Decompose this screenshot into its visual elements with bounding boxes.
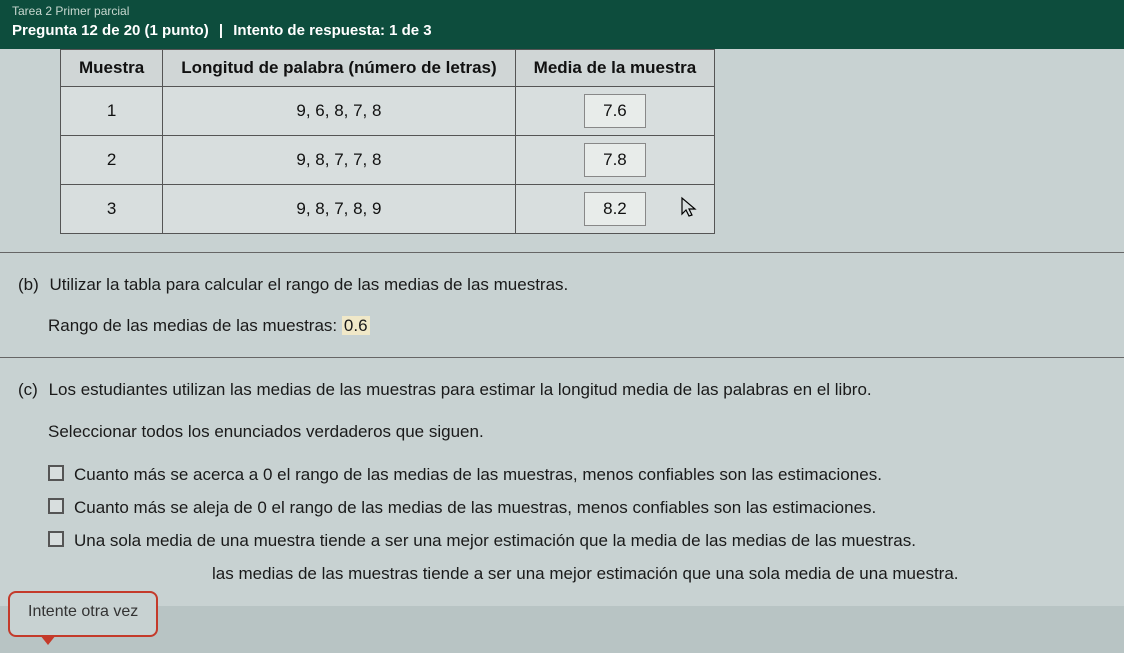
cell-lengths: 9, 8, 7, 7, 8 (163, 136, 515, 185)
divider: | (219, 22, 223, 39)
table-header-row: Muestra Longitud de palabra (número de l… (61, 50, 715, 87)
cell-sample: 2 (61, 136, 163, 185)
part-b-prefix: (b) (18, 275, 39, 294)
cell-mean: 8.2 (515, 185, 715, 234)
assignment-title: Tarea 2 Primer parcial (12, 4, 1112, 18)
part-b-prompt: Utilizar la tabla para calcular el rango… (50, 275, 569, 294)
question-info: Pregunta 12 de 20 (1 punto) | Intento de… (12, 22, 1112, 39)
content-area: Muestra Longitud de palabra (número de l… (0, 49, 1124, 606)
cell-lengths: 9, 6, 8, 7, 8 (163, 87, 515, 136)
part-b-answer-label: Rango de las medias de las muestras: (48, 316, 337, 335)
table-row: 3 9, 8, 7, 8, 9 8.2 (61, 185, 715, 234)
col-media: Media de la muestra (515, 50, 715, 87)
part-c-instruction: Seleccionar todos los enunciados verdade… (48, 418, 1102, 445)
mean-input[interactable]: 7.6 (584, 94, 646, 128)
checkbox[interactable] (48, 465, 64, 481)
option-text: Cuanto más se acerca a 0 el rango de las… (74, 461, 882, 488)
feedback-bubble: Intente otra vez (8, 591, 158, 637)
option-row[interactable]: Cuanto más se aleja de 0 el rango de las… (48, 494, 1102, 521)
checkbox[interactable] (48, 498, 64, 514)
cell-mean: 7.8 (515, 136, 715, 185)
part-c-prefix: (c) (18, 380, 38, 399)
table-row: 1 9, 6, 8, 7, 8 7.6 (61, 87, 715, 136)
option-row[interactable]: Cuanto más se acerca a 0 el rango de las… (48, 461, 1102, 488)
mean-input[interactable]: 8.2 (584, 192, 646, 226)
part-b-answer-line: Rango de las medias de las muestras: 0.6 (48, 312, 1102, 339)
part-b-answer-value[interactable]: 0.6 (342, 316, 370, 335)
question-number: Pregunta 12 de 20 (1 punto) (12, 22, 209, 39)
option-partial: las medias de las muestras tiende a ser … (212, 560, 1102, 587)
col-longitud: Longitud de palabra (número de letras) (163, 50, 515, 87)
cell-lengths: 9, 8, 7, 8, 9 (163, 185, 515, 234)
try-again-button[interactable]: Intente otra vez (8, 591, 158, 637)
cell-mean: 7.6 (515, 87, 715, 136)
col-muestra: Muestra (61, 50, 163, 87)
table-container: Muestra Longitud de palabra (número de l… (0, 49, 1124, 234)
cell-sample: 3 (61, 185, 163, 234)
checkbox[interactable] (48, 531, 64, 547)
options-list: Cuanto más se acerca a 0 el rango de las… (48, 461, 1102, 555)
cell-sample: 1 (61, 87, 163, 136)
part-c: (c) Los estudiantes utilizan las medias … (0, 357, 1124, 605)
part-c-prompt: Los estudiantes utilizan las medias de l… (49, 380, 872, 399)
option-row[interactable]: Una sola media de una muestra tiende a s… (48, 527, 1102, 554)
samples-table: Muestra Longitud de palabra (número de l… (60, 49, 715, 234)
mean-input[interactable]: 7.8 (584, 143, 646, 177)
attempt-number: Intento de respuesta: 1 de 3 (233, 22, 431, 39)
option-text: Una sola media de una muestra tiende a s… (74, 527, 916, 554)
question-header: Tarea 2 Primer parcial Pregunta 12 de 20… (0, 0, 1124, 49)
part-b: (b) Utilizar la tabla para calcular el r… (0, 252, 1124, 357)
option-text: Cuanto más se aleja de 0 el rango de las… (74, 494, 876, 521)
table-row: 2 9, 8, 7, 7, 8 7.8 (61, 136, 715, 185)
